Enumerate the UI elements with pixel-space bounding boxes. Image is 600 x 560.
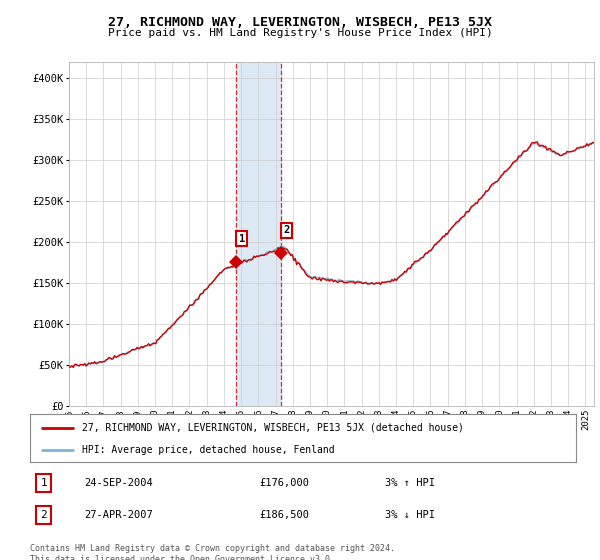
Text: Contains HM Land Registry data © Crown copyright and database right 2024.
This d: Contains HM Land Registry data © Crown c… [30,544,395,560]
Text: 1: 1 [239,234,245,244]
Text: 24-SEP-2004: 24-SEP-2004 [85,478,154,488]
Text: 3% ↑ HPI: 3% ↑ HPI [385,478,435,488]
Text: 1: 1 [40,478,47,488]
Text: HPI: Average price, detached house, Fenland: HPI: Average price, detached house, Fenl… [82,445,334,455]
Text: 27, RICHMOND WAY, LEVERINGTON, WISBECH, PE13 5JX (detached house): 27, RICHMOND WAY, LEVERINGTON, WISBECH, … [82,423,464,433]
Text: 27, RICHMOND WAY, LEVERINGTON, WISBECH, PE13 5JX: 27, RICHMOND WAY, LEVERINGTON, WISBECH, … [108,16,492,29]
Text: Price paid vs. HM Land Registry's House Price Index (HPI): Price paid vs. HM Land Registry's House … [107,28,493,38]
Text: 27-APR-2007: 27-APR-2007 [85,510,154,520]
Text: £176,000: £176,000 [259,478,310,488]
Text: 2: 2 [283,225,289,235]
Text: £186,500: £186,500 [259,510,310,520]
Text: 3% ↓ HPI: 3% ↓ HPI [385,510,435,520]
Bar [236,62,281,406]
Text: 2: 2 [40,510,47,520]
